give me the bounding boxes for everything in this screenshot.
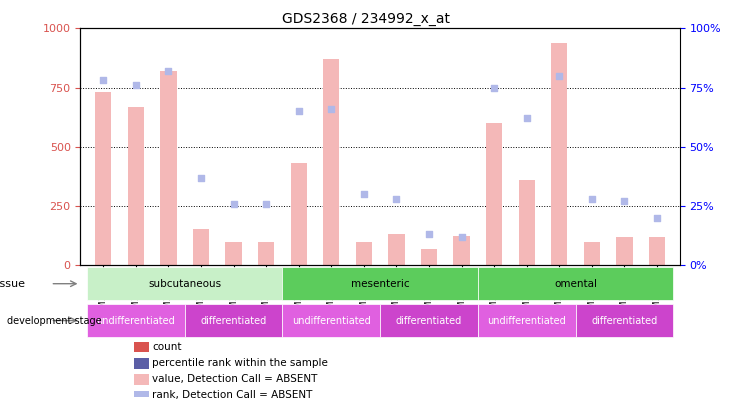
FancyBboxPatch shape bbox=[282, 267, 478, 300]
Point bbox=[390, 196, 402, 202]
Text: tissue: tissue bbox=[0, 279, 26, 289]
Bar bbox=[135, 358, 149, 369]
FancyBboxPatch shape bbox=[478, 267, 673, 300]
Bar bbox=[258, 241, 274, 265]
Point bbox=[97, 77, 109, 84]
Point bbox=[260, 200, 272, 207]
Point bbox=[293, 108, 305, 115]
Bar bbox=[323, 59, 339, 265]
Bar bbox=[225, 241, 242, 265]
Bar bbox=[135, 342, 149, 352]
Point bbox=[423, 231, 435, 238]
Bar bbox=[290, 163, 307, 265]
Point bbox=[651, 215, 663, 221]
Bar bbox=[518, 180, 535, 265]
Point bbox=[325, 106, 337, 112]
Text: GDS2368 / 234992_x_at: GDS2368 / 234992_x_at bbox=[281, 12, 450, 26]
FancyBboxPatch shape bbox=[575, 304, 673, 337]
Text: development stage: development stage bbox=[7, 315, 102, 326]
Point bbox=[455, 234, 467, 240]
Text: percentile rank within the sample: percentile rank within the sample bbox=[152, 358, 328, 368]
Bar bbox=[551, 43, 567, 265]
FancyBboxPatch shape bbox=[380, 304, 478, 337]
Bar bbox=[421, 249, 437, 265]
Text: differentiated: differentiated bbox=[200, 315, 267, 326]
Point bbox=[553, 72, 565, 79]
FancyBboxPatch shape bbox=[282, 304, 380, 337]
Point bbox=[618, 198, 630, 205]
Bar bbox=[135, 374, 149, 385]
Text: undifferentiated: undifferentiated bbox=[96, 315, 175, 326]
FancyBboxPatch shape bbox=[87, 267, 282, 300]
Bar bbox=[356, 241, 372, 265]
FancyBboxPatch shape bbox=[87, 304, 185, 337]
Text: undifferentiated: undifferentiated bbox=[292, 315, 371, 326]
Bar bbox=[616, 237, 632, 265]
Text: undifferentiated: undifferentiated bbox=[488, 315, 566, 326]
Bar bbox=[388, 234, 404, 265]
Text: mesenteric: mesenteric bbox=[351, 279, 409, 289]
Text: rank, Detection Call = ABSENT: rank, Detection Call = ABSENT bbox=[152, 390, 313, 400]
Text: count: count bbox=[152, 341, 182, 352]
Point bbox=[488, 84, 500, 91]
Bar bbox=[193, 228, 209, 265]
Point bbox=[162, 68, 174, 74]
Bar bbox=[453, 236, 470, 265]
Bar bbox=[160, 71, 176, 265]
Bar bbox=[95, 92, 111, 265]
Bar bbox=[486, 123, 502, 265]
FancyBboxPatch shape bbox=[478, 304, 575, 337]
Bar bbox=[649, 237, 665, 265]
Text: subcutaneous: subcutaneous bbox=[148, 279, 221, 289]
Text: differentiated: differentiated bbox=[396, 315, 462, 326]
Text: value, Detection Call = ABSENT: value, Detection Call = ABSENT bbox=[152, 374, 318, 384]
Bar bbox=[128, 107, 144, 265]
Point bbox=[227, 200, 239, 207]
Point bbox=[130, 82, 142, 88]
Bar bbox=[135, 390, 149, 401]
Point bbox=[195, 175, 207, 181]
Point bbox=[586, 196, 598, 202]
Text: omental: omental bbox=[554, 279, 597, 289]
Point bbox=[358, 191, 370, 198]
Point bbox=[521, 115, 533, 122]
Text: differentiated: differentiated bbox=[591, 315, 658, 326]
FancyBboxPatch shape bbox=[185, 304, 282, 337]
Bar bbox=[584, 241, 600, 265]
